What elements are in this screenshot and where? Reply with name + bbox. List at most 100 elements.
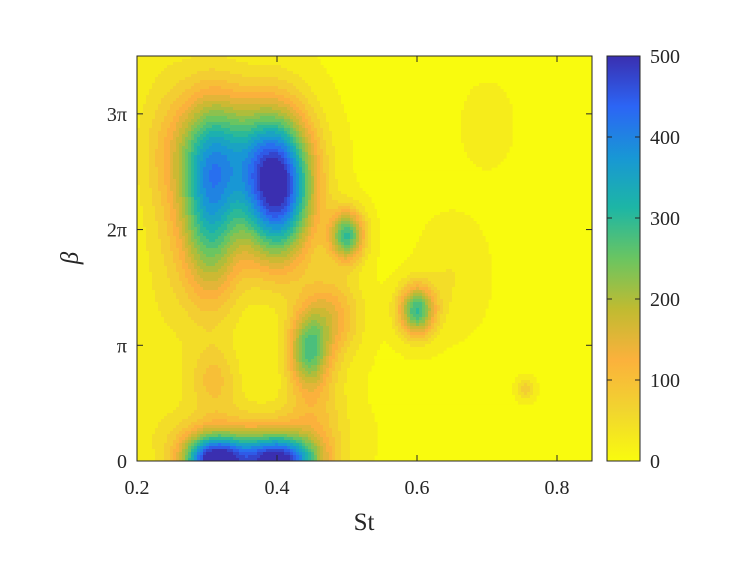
contour-band-cell (266, 143, 276, 147)
contour-band-cell (137, 266, 150, 270)
contour-band-cell (170, 104, 183, 108)
contour-band-cell (311, 149, 315, 153)
contour-band-cell (260, 137, 282, 141)
contour-band-cell (239, 200, 249, 204)
contour-band-cell (311, 215, 315, 219)
contour-band-cell (332, 134, 351, 138)
contour-band-cell (194, 116, 201, 120)
contour-band-cell (137, 407, 177, 411)
contour-band-cell (239, 320, 279, 324)
contour-band-cell (317, 155, 321, 159)
contour-band-cell (164, 68, 210, 72)
contour-band-cell (305, 350, 318, 354)
contour-band-cell (182, 398, 198, 402)
contour-band-cell (326, 251, 333, 255)
contour-band-cell (317, 401, 327, 405)
contour-band-cell (335, 242, 339, 246)
contour-band-cell (272, 107, 288, 111)
contour-band-cell (263, 227, 273, 231)
contour-band-cell (173, 131, 180, 135)
contour-band-cell (170, 176, 174, 180)
contour-band-cell (362, 266, 378, 270)
contour-band-cell (329, 326, 333, 330)
contour-band-cell (179, 458, 183, 461)
contour-band-cell (308, 323, 321, 327)
contour-band-cell (221, 248, 228, 252)
contour-band-cell (362, 239, 366, 243)
contour-band-cell (428, 299, 432, 303)
contour-band-cell (308, 365, 312, 369)
contour-band-cell (332, 242, 336, 246)
contour-band-cell (230, 221, 249, 225)
contour-band-cell (293, 371, 297, 375)
contour-band-cell (326, 233, 330, 237)
contour-band-cell (254, 242, 261, 246)
contour-band-cell (302, 137, 306, 141)
contour-band-cell (182, 203, 186, 207)
contour-band-cell (326, 119, 348, 123)
contour-band-cell (197, 269, 204, 273)
contour-band-cell (290, 203, 294, 207)
contour-band-cell (428, 323, 432, 327)
contour-band-cell (191, 272, 198, 276)
contour-band-cell (338, 233, 342, 237)
contour-band-cell (299, 293, 315, 297)
contour-band-cell (317, 191, 321, 195)
contour-band-cell (179, 257, 186, 261)
contour-band-cell (269, 209, 282, 213)
contour-band-cell (350, 236, 354, 240)
contour-band-cell (197, 260, 204, 264)
contour-band-cell (299, 449, 303, 453)
contour-band-cell (194, 206, 198, 210)
contour-band-cell (137, 281, 153, 285)
contour-band-cell (233, 218, 246, 222)
contour-band-cell (137, 131, 150, 135)
contour-band-cell (191, 143, 195, 147)
contour-band-cell (251, 212, 255, 216)
contour-band-cell (419, 284, 429, 288)
contour-band-cell (305, 446, 309, 450)
contour-band-cell (284, 332, 288, 336)
contour-band-cell (320, 191, 327, 195)
contour-band-cell (182, 221, 186, 225)
contour-band-cell (311, 158, 315, 162)
contour-band-cell (242, 74, 300, 78)
contour-band-cell (293, 326, 297, 330)
contour-band-cell (173, 440, 180, 444)
contour-band-cell (314, 131, 318, 135)
contour-band-cell (308, 227, 312, 231)
contour-band-cell (299, 347, 303, 351)
contour-band-cell (263, 239, 273, 243)
contour-band-cell (428, 317, 432, 321)
contour-band-cell (401, 353, 438, 357)
contour-band-cell (368, 236, 372, 240)
colorbar-frame (606, 55, 641, 462)
contour-band-cell (314, 194, 318, 198)
contour-band-cell (236, 443, 261, 447)
contour-band-cell (323, 380, 327, 384)
contour-band-cell (206, 386, 222, 390)
contour-band-cell (320, 350, 324, 354)
contour-band-cell (311, 239, 327, 243)
contour-band-cell (323, 359, 327, 363)
contour-band-cell (350, 245, 354, 249)
contour-band-cell (173, 173, 180, 177)
contour-band-cell (218, 287, 228, 291)
contour-band-cell (278, 347, 285, 351)
contour-band-cell (227, 233, 234, 237)
contour-band-cell (371, 236, 381, 240)
contour-band-cell (296, 134, 300, 138)
contour-band-cell (296, 164, 300, 168)
contour-band-cell (179, 194, 183, 198)
contour-band-cell (137, 338, 180, 342)
contour-band-cell (353, 338, 363, 342)
contour-band-cell (305, 95, 318, 99)
contour-band-cell (401, 299, 405, 303)
contour-band-cell (335, 389, 345, 393)
contour-band-cell (311, 221, 315, 225)
contour-band-cell (284, 245, 291, 249)
contour-band-cell (290, 452, 294, 456)
contour-band-cell (368, 254, 381, 258)
contour-band-cell (338, 419, 351, 423)
